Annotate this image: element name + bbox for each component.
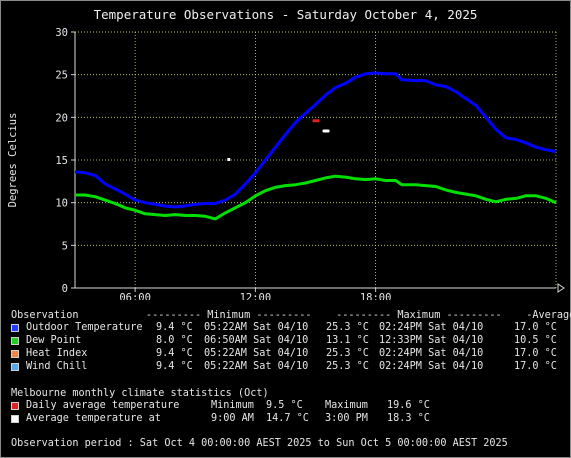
obs-marker <box>227 158 231 161</box>
legend-swatch <box>11 337 19 345</box>
observation-min-time: 05:22AM Sat 04/10 <box>204 322 309 333</box>
climate-b-value: 18.3 °C <box>387 413 430 424</box>
observation-avg: 10.5 °C <box>514 335 557 346</box>
climate-marker <box>312 119 320 123</box>
series-line <box>75 174 557 221</box>
observation-max-time: 12:33PM Sat 04/10 <box>379 335 484 346</box>
climate-a-label: Minimum <box>211 400 254 411</box>
observation-min-time: 05:22AM Sat 04/10 <box>204 348 309 359</box>
x-tick-label: 12:00 <box>240 292 272 300</box>
y-tick-label: 15 <box>55 155 68 167</box>
observation-avg: 17.0 °C <box>514 348 557 359</box>
legend-swatch <box>11 415 19 423</box>
observation-max-time: 02:24PM Sat 04/10 <box>379 322 484 333</box>
climate-name: Average temperature at <box>26 413 161 424</box>
observation-min: 9.4 °C <box>156 348 193 359</box>
x-tick-label: 18:00 <box>360 292 392 300</box>
climate-b-value: 19.6 °C <box>387 400 430 411</box>
climate-marker <box>322 129 330 133</box>
climate-a-value: 9.5 °C <box>266 400 303 411</box>
chart-title: Temperature Observations - Saturday Octo… <box>93 7 478 22</box>
series-line <box>74 71 557 209</box>
y-tick-label: 10 <box>55 198 68 210</box>
observation-max-time: 02:24PM Sat 04/10 <box>379 348 484 359</box>
observation-min: 9.4 °C <box>156 322 193 333</box>
climate-b-label: 3:00 PM <box>325 413 368 424</box>
climate-b-label: Maximum <box>325 400 368 411</box>
observation-name: Heat Index <box>26 348 88 359</box>
observation-max: 13.1 °C <box>326 335 369 346</box>
x-axis-arrow <box>557 283 565 293</box>
observation-max: 25.3 °C <box>326 361 369 372</box>
observation-min: 9.4 °C <box>156 361 193 372</box>
y-axis-label: Degrees Celcius <box>7 113 19 208</box>
climate-a-value: 14.7 °C <box>266 413 309 424</box>
observation-max-time: 02:24PM Sat 04/10 <box>379 361 484 372</box>
legend-swatch <box>11 350 19 358</box>
observation-min-time: 06:50AM Sat 04/10 <box>204 335 309 346</box>
observation-max: 25.3 °C <box>326 348 369 359</box>
y-tick-label: 20 <box>55 112 68 124</box>
observation-min: 8.0 °C <box>156 335 193 346</box>
observation-period: Observation period : Sat Oct 4 00:00:00 … <box>11 438 508 449</box>
y-tick-label: 5 <box>62 240 68 252</box>
observation-avg: 17.0 °C <box>514 361 557 372</box>
legend-swatch <box>11 363 19 371</box>
legend-swatch <box>11 324 19 332</box>
observation-max: 25.3 °C <box>326 322 369 333</box>
climate-a-label: 9:00 AM <box>211 413 254 424</box>
temperature-chart: 0 5 10 15 20 25 30 06:00 12:00 18:00 Degrees Celci… <box>7 27 565 300</box>
observation-name: Dew Point <box>26 335 82 346</box>
y-tick-label: 25 <box>55 70 68 82</box>
observation-name: Outdoor Temperature <box>26 322 143 333</box>
observation-header: Observation --------- Minimum --------- … <box>11 310 571 321</box>
x-tick-label: 06:00 <box>119 292 151 300</box>
climate-name: Daily average temperature <box>26 400 180 411</box>
climate-header: Melbourne monthly climate statistics (Oc… <box>11 388 269 399</box>
legend-swatch <box>11 402 19 410</box>
observation-min-time: 05:22AM Sat 04/10 <box>204 361 309 372</box>
observation-name: Wind Chill <box>26 361 88 372</box>
observation-avg: 17.0 °C <box>514 322 557 333</box>
y-tick-label: 30 <box>55 27 68 39</box>
y-tick-label: 0 <box>62 283 68 295</box>
